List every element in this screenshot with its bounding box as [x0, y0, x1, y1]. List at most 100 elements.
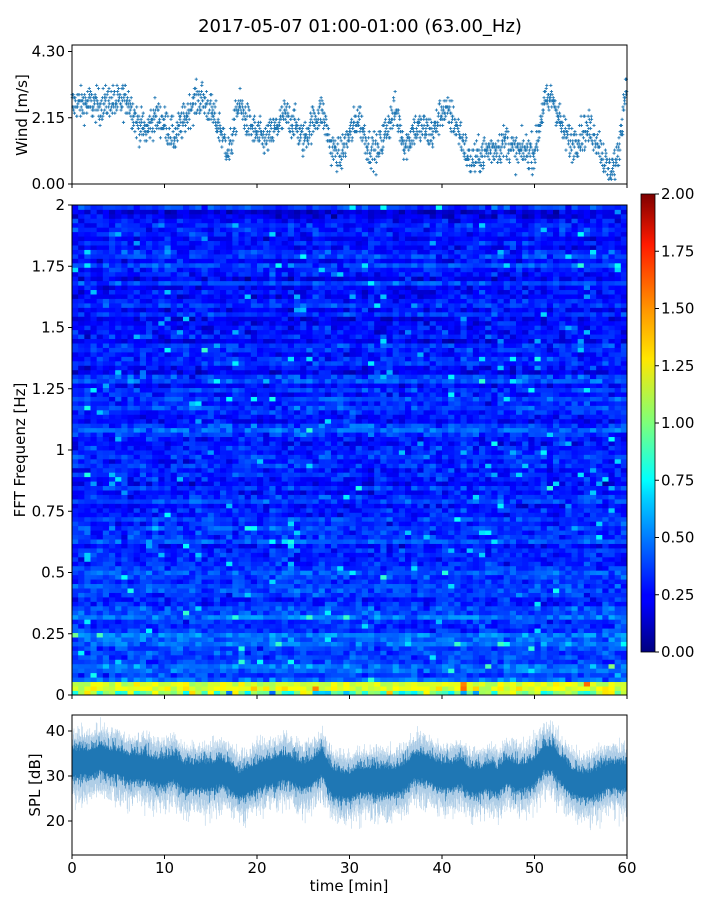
- spectrogram-cell: [429, 663, 437, 669]
- spectrogram-cell: [583, 512, 591, 518]
- spectrogram-cell: [448, 570, 455, 576]
- spectrogram-cell: [405, 637, 412, 642]
- spectrogram-cell: [577, 467, 585, 473]
- spectrogram-cell: [546, 659, 554, 665]
- spectrogram-cell: [405, 583, 412, 589]
- spectrogram-cell: [540, 481, 548, 487]
- spectrogram-cell: [250, 494, 258, 500]
- spectrogram-cell: [195, 521, 202, 527]
- spectrogram-cell: [435, 503, 443, 509]
- spectrogram-cell: [312, 530, 320, 536]
- spectrogram-cell: [238, 552, 246, 558]
- spectrogram-cell: [534, 659, 542, 665]
- spectrogram-cell: [300, 574, 307, 580]
- spectrogram-cell: [620, 548, 628, 553]
- spectrogram-cell: [152, 530, 159, 536]
- spectrogram-cell: [306, 485, 313, 491]
- spectrogram-cell: [306, 561, 313, 567]
- spectrogram-cell: [374, 490, 381, 495]
- spectrogram-cell: [417, 654, 424, 660]
- spectrogram-cell: [287, 641, 295, 647]
- spectrogram-cell: [559, 530, 566, 536]
- spectrogram-cell: [78, 543, 85, 549]
- spectrogram-cell: [250, 659, 258, 665]
- spectrogram-cell: [324, 632, 332, 638]
- spectrogram-cell: [207, 650, 215, 656]
- spectrogram-cell: [183, 650, 190, 656]
- spectrogram-cell: [546, 561, 554, 567]
- spectrogram-cell: [349, 659, 357, 665]
- spectrogram-cell: [398, 641, 406, 647]
- spectrogram-cell: [269, 485, 276, 491]
- spectrogram-cell: [479, 458, 486, 464]
- spectrogram-cell: [460, 583, 468, 589]
- spectrogram-cell: [343, 677, 350, 683]
- spectrogram-cell: [189, 472, 196, 478]
- spectrogram-cell: [164, 476, 172, 482]
- spectrogram-cell: [244, 570, 252, 576]
- spectrogram-cell: [596, 574, 603, 580]
- spectrogram-cell: [84, 548, 91, 553]
- spectrogram-cell: [479, 534, 486, 540]
- spectrogram-cell: [269, 623, 276, 629]
- spectrogram-cell: [565, 641, 572, 647]
- spectrogram-cell: [380, 686, 387, 691]
- spectrogram-cell: [466, 632, 474, 638]
- spectrogram-cell: [146, 485, 153, 491]
- spectrogram-cell: [528, 672, 535, 678]
- spectrogram-cell: [466, 641, 474, 647]
- spectrogram-cell: [423, 681, 431, 687]
- spectrogram-cell: [349, 601, 357, 607]
- spectrogram-cell: [183, 614, 190, 620]
- spectrogram-cell: [324, 610, 332, 616]
- spectrogram-cell: [90, 472, 98, 478]
- spectrogram-cell: [306, 579, 313, 585]
- spectrogram-cell: [121, 677, 128, 683]
- spectrogram-cell: [565, 499, 572, 504]
- spectrogram-cell: [195, 516, 202, 522]
- spectrogram-cell: [534, 534, 542, 540]
- spectrogram-cell: [337, 672, 344, 678]
- spectrogram-cell: [84, 565, 91, 571]
- spectrogram-cell: [139, 539, 147, 544]
- spectrogram-cell: [534, 610, 542, 616]
- spectrogram-cell: [620, 507, 628, 513]
- spectrogram-cell: [275, 525, 283, 531]
- spectrogram-cell: [435, 485, 443, 491]
- spectrogram-cell: [608, 690, 616, 696]
- spectrogram-cell: [78, 583, 85, 589]
- spectrogram-cell: [546, 650, 554, 656]
- spectrogram-cell: [485, 490, 492, 495]
- spectrogram-cell: [244, 668, 252, 674]
- spectrogram-cell: [84, 530, 91, 536]
- spectrogram-cell: [528, 623, 535, 629]
- spectrogram-cell: [392, 530, 400, 536]
- spectrogram-cell: [516, 521, 523, 527]
- spectrogram-cell: [497, 681, 505, 687]
- spectrogram-cell: [355, 646, 363, 651]
- spectrogram-cell: [522, 592, 529, 598]
- spectrogram-cell: [109, 445, 116, 451]
- spectrogram-cell: [583, 623, 591, 629]
- spectrogram-cell: [300, 485, 307, 491]
- spectrogram-cell: [405, 677, 412, 683]
- spectrogram-cell: [392, 565, 400, 571]
- spectrogram-cell: [528, 690, 535, 696]
- spectrogram-cell: [281, 686, 289, 691]
- spectrogram-cell: [250, 686, 258, 691]
- spectrogram-cell: [72, 650, 79, 656]
- spectrogram-cell: [72, 521, 79, 527]
- spectrogram-cell: [374, 646, 381, 651]
- spectrogram-cell: [405, 476, 412, 482]
- spectrogram-cell: [485, 552, 492, 558]
- spectrogram-cell: [559, 516, 566, 522]
- spectrogram-cell: [127, 521, 135, 527]
- spectrogram-cell: [423, 516, 431, 522]
- spectrogram-cell: [516, 588, 523, 593]
- spectrogram-cell: [583, 530, 591, 536]
- spectrogram-cell: [300, 619, 307, 625]
- spectrogram-cell: [472, 632, 480, 638]
- spectrogram-cell: [226, 583, 233, 589]
- spectrogram-cell: [614, 450, 622, 455]
- spectrogram-cell: [78, 445, 85, 451]
